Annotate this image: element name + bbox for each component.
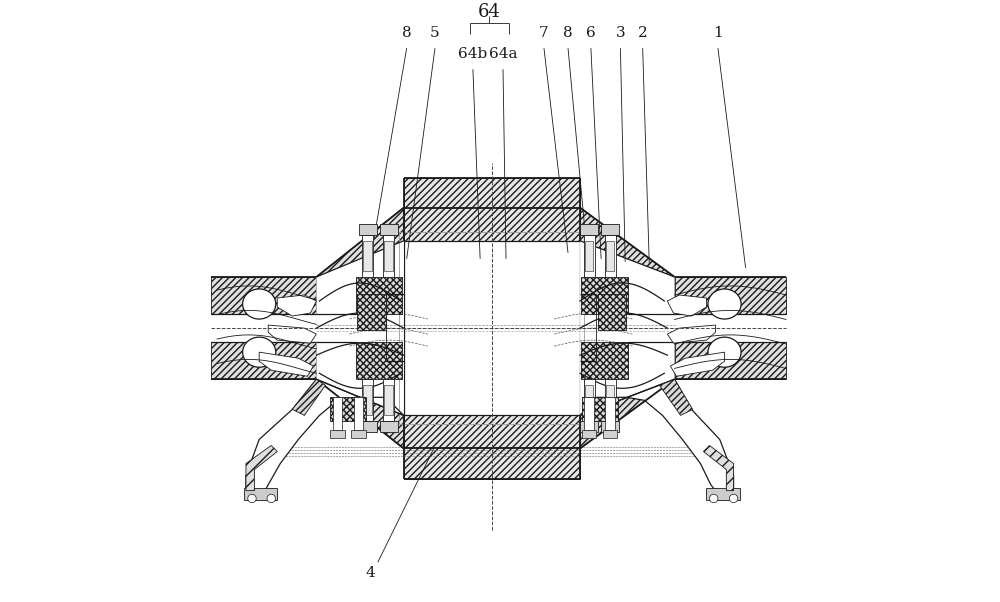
Bar <box>675 342 786 379</box>
Polygon shape <box>580 208 675 314</box>
Bar <box>581 277 628 314</box>
Bar <box>605 397 615 430</box>
Polygon shape <box>246 379 404 497</box>
Bar <box>585 241 593 271</box>
Bar <box>363 385 372 415</box>
Bar <box>384 241 393 271</box>
Bar <box>582 397 618 421</box>
Text: 64: 64 <box>478 3 501 21</box>
Bar <box>580 224 598 235</box>
Ellipse shape <box>243 289 276 319</box>
Bar <box>359 421 377 432</box>
Bar <box>584 397 594 430</box>
Polygon shape <box>316 208 404 314</box>
Bar <box>384 385 393 415</box>
Bar <box>399 232 584 424</box>
Polygon shape <box>667 295 706 316</box>
Bar <box>356 342 402 379</box>
Polygon shape <box>277 295 316 316</box>
Polygon shape <box>268 325 316 343</box>
Polygon shape <box>259 352 313 376</box>
Polygon shape <box>670 352 725 376</box>
Bar <box>601 224 619 235</box>
Bar <box>380 421 398 432</box>
Bar <box>404 241 580 415</box>
Bar <box>675 277 786 314</box>
Polygon shape <box>292 379 325 415</box>
Bar <box>581 342 628 379</box>
Polygon shape <box>703 445 734 491</box>
Text: 1: 1 <box>713 26 723 40</box>
Text: 64a: 64a <box>489 47 517 61</box>
Bar <box>603 430 617 438</box>
Bar <box>399 232 584 424</box>
Bar <box>211 342 316 379</box>
Polygon shape <box>667 325 716 343</box>
Polygon shape <box>660 379 693 415</box>
Text: 5: 5 <box>430 26 440 40</box>
Ellipse shape <box>243 337 276 367</box>
Bar <box>606 241 614 271</box>
Bar <box>605 235 616 277</box>
Text: 8: 8 <box>402 26 412 40</box>
Text: 2: 2 <box>638 26 648 40</box>
Ellipse shape <box>708 337 741 367</box>
Polygon shape <box>580 342 675 448</box>
Circle shape <box>248 494 256 503</box>
Ellipse shape <box>708 289 741 319</box>
Bar <box>363 241 372 271</box>
Bar <box>584 235 595 277</box>
Text: 4: 4 <box>366 566 375 580</box>
Bar <box>383 379 394 421</box>
Text: 3: 3 <box>616 26 625 40</box>
Bar <box>356 277 402 314</box>
Polygon shape <box>580 379 734 497</box>
Polygon shape <box>316 241 404 415</box>
Bar <box>584 379 595 421</box>
Circle shape <box>709 494 718 503</box>
Text: 8: 8 <box>563 26 573 40</box>
Bar <box>580 421 598 432</box>
Bar <box>582 430 596 438</box>
Bar <box>333 397 342 430</box>
Bar <box>359 224 377 235</box>
Bar <box>211 277 316 314</box>
Bar <box>357 294 386 330</box>
Text: 6: 6 <box>586 26 596 40</box>
Polygon shape <box>246 445 277 491</box>
Bar <box>585 385 593 415</box>
Bar <box>404 415 580 479</box>
Text: 64b: 64b <box>458 47 488 61</box>
Bar <box>605 379 616 421</box>
Bar <box>598 294 626 330</box>
Bar <box>244 488 277 500</box>
Bar <box>351 430 366 438</box>
Circle shape <box>267 494 275 503</box>
Bar <box>380 224 398 235</box>
Polygon shape <box>316 342 404 448</box>
Bar <box>330 397 366 421</box>
Bar <box>606 385 614 415</box>
Bar <box>330 430 345 438</box>
Bar <box>404 178 580 241</box>
Bar <box>354 397 363 430</box>
Bar <box>362 379 373 421</box>
Bar <box>601 421 619 432</box>
Bar <box>383 235 394 277</box>
Polygon shape <box>580 241 675 415</box>
Bar <box>362 235 373 277</box>
Circle shape <box>729 494 738 503</box>
Text: 7: 7 <box>539 26 549 40</box>
Bar <box>706 488 740 500</box>
